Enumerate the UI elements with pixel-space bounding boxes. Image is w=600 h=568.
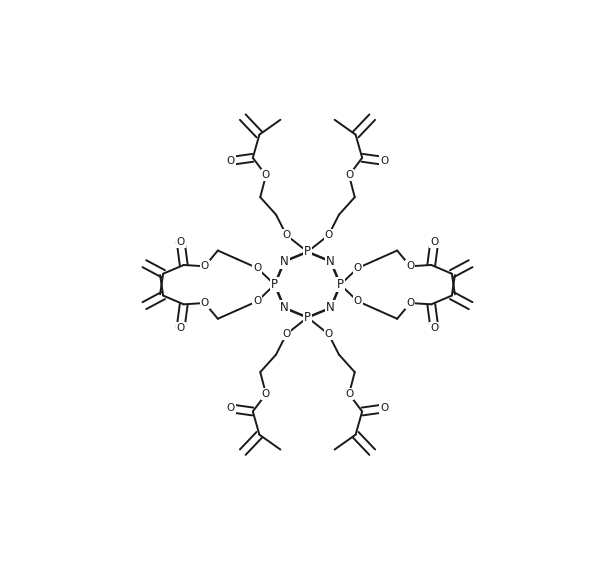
Text: N: N [280,255,289,268]
Text: O: O [253,296,262,306]
Text: O: O [430,237,439,247]
Text: O: O [325,230,332,240]
Text: N: N [326,302,335,314]
Text: O: O [176,237,185,247]
Text: O: O [406,261,415,272]
Text: O: O [262,170,270,180]
Text: O: O [227,403,235,414]
Text: P: P [304,311,311,324]
Text: O: O [283,329,290,339]
Text: O: O [430,323,439,332]
Text: P: P [304,245,311,258]
Text: P: P [271,278,278,291]
Text: O: O [345,389,353,399]
Text: N: N [280,302,289,314]
Text: O: O [380,156,388,166]
Text: P: P [337,278,344,291]
Text: O: O [345,170,353,180]
Text: O: O [200,298,209,308]
Text: N: N [326,255,335,268]
Text: O: O [227,156,235,166]
Text: O: O [200,261,209,272]
Text: O: O [380,403,388,414]
Text: O: O [325,329,332,339]
Text: O: O [176,323,185,332]
Text: O: O [406,298,415,308]
Text: O: O [262,389,270,399]
Text: O: O [353,263,362,273]
Text: O: O [253,263,262,273]
Text: O: O [353,296,362,306]
Text: O: O [283,230,290,240]
